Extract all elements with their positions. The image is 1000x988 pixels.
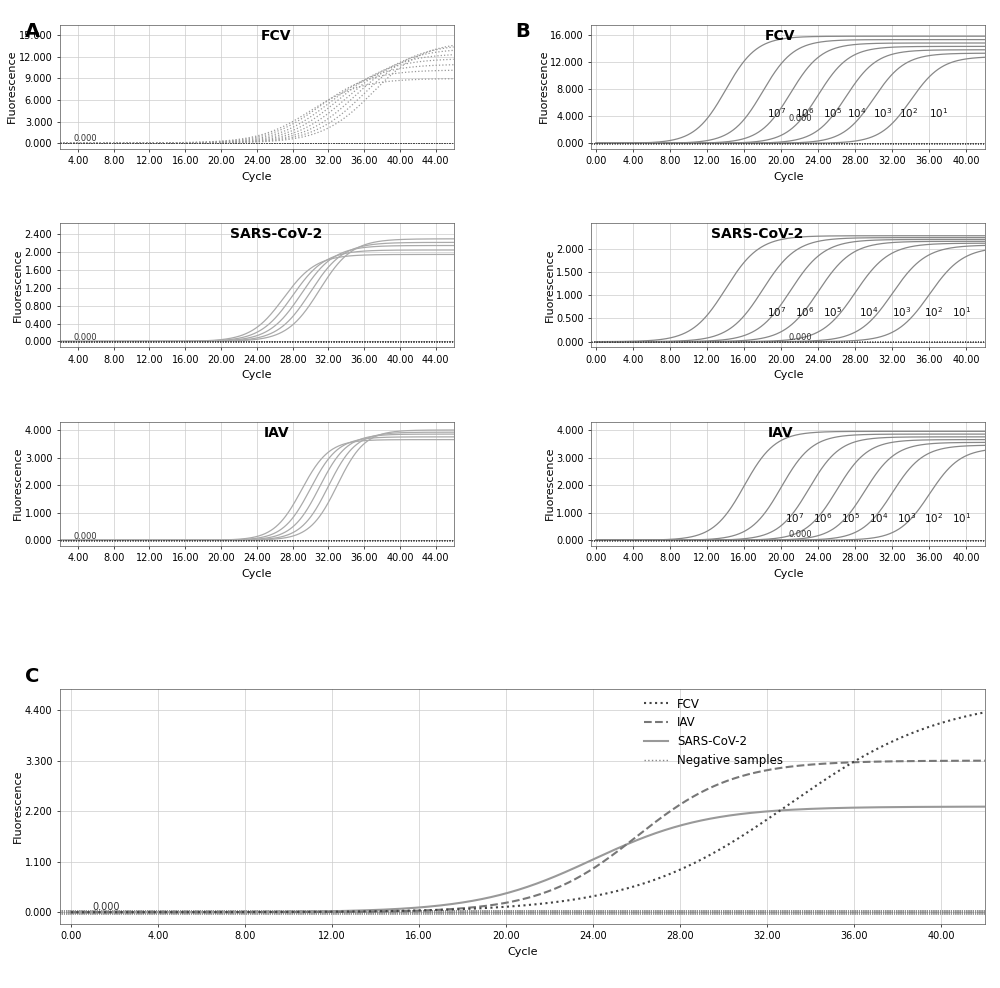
Y-axis label: Fluorescence: Fluorescence	[13, 248, 23, 322]
Y-axis label: Fluorescence: Fluorescence	[13, 447, 23, 521]
Text: $10^2$: $10^2$	[924, 305, 944, 319]
Text: $10^4$: $10^4$	[847, 106, 867, 120]
Text: $10^6$: $10^6$	[795, 305, 814, 319]
Text: $10^6$: $10^6$	[795, 106, 814, 120]
Text: $10^7$: $10^7$	[767, 106, 786, 120]
Y-axis label: Fluorescence: Fluorescence	[7, 50, 17, 124]
Text: 0.000: 0.000	[788, 333, 812, 342]
Text: $10^7$: $10^7$	[785, 511, 805, 525]
Y-axis label: Fluorescence: Fluorescence	[539, 50, 549, 124]
Text: SARS-CoV-2: SARS-CoV-2	[230, 227, 323, 241]
Text: 0.000: 0.000	[73, 334, 97, 343]
Text: $10^4$: $10^4$	[859, 305, 879, 319]
X-axis label: Cycle: Cycle	[773, 370, 803, 380]
X-axis label: Cycle: Cycle	[242, 569, 272, 579]
Text: 0.000: 0.000	[73, 532, 97, 540]
Text: $10^3$: $10^3$	[892, 305, 911, 319]
Text: IAV: IAV	[768, 426, 793, 440]
Text: 0.000: 0.000	[788, 115, 812, 124]
Text: $10^2$: $10^2$	[899, 106, 919, 120]
Text: FCV: FCV	[765, 29, 796, 42]
Text: $10^7$: $10^7$	[767, 305, 786, 319]
Text: $10^4$: $10^4$	[869, 511, 888, 525]
Y-axis label: Fluorescence: Fluorescence	[545, 447, 555, 521]
Text: $10^3$: $10^3$	[873, 106, 893, 120]
X-axis label: Cycle: Cycle	[507, 947, 538, 957]
Text: FCV: FCV	[261, 29, 292, 42]
X-axis label: Cycle: Cycle	[773, 569, 803, 579]
Legend: FCV, IAV, SARS-CoV-2, Negative samples: FCV, IAV, SARS-CoV-2, Negative samples	[639, 693, 788, 772]
Text: $10^5$: $10^5$	[823, 106, 842, 120]
Text: 0.000: 0.000	[93, 901, 120, 912]
Text: IAV: IAV	[264, 426, 289, 440]
Text: 0.000: 0.000	[788, 531, 812, 539]
Text: $10^5$: $10^5$	[823, 305, 842, 319]
Text: $10^1$: $10^1$	[929, 106, 948, 120]
Text: $10^2$: $10^2$	[924, 511, 944, 525]
Y-axis label: Fluorescence: Fluorescence	[545, 248, 555, 322]
Text: $10^1$: $10^1$	[952, 511, 971, 525]
Text: $10^5$: $10^5$	[841, 511, 860, 525]
Text: SARS-CoV-2: SARS-CoV-2	[711, 227, 803, 241]
Text: A: A	[25, 22, 40, 41]
Text: 0.000: 0.000	[73, 134, 97, 143]
Text: C: C	[25, 667, 39, 686]
Text: B: B	[515, 22, 530, 41]
Y-axis label: Fluorescence: Fluorescence	[13, 770, 23, 844]
Text: $10^1$: $10^1$	[952, 305, 971, 319]
X-axis label: Cycle: Cycle	[242, 370, 272, 380]
X-axis label: Cycle: Cycle	[242, 172, 272, 182]
X-axis label: Cycle: Cycle	[773, 172, 803, 182]
Text: $10^3$: $10^3$	[897, 511, 916, 525]
Text: $10^6$: $10^6$	[813, 511, 833, 525]
